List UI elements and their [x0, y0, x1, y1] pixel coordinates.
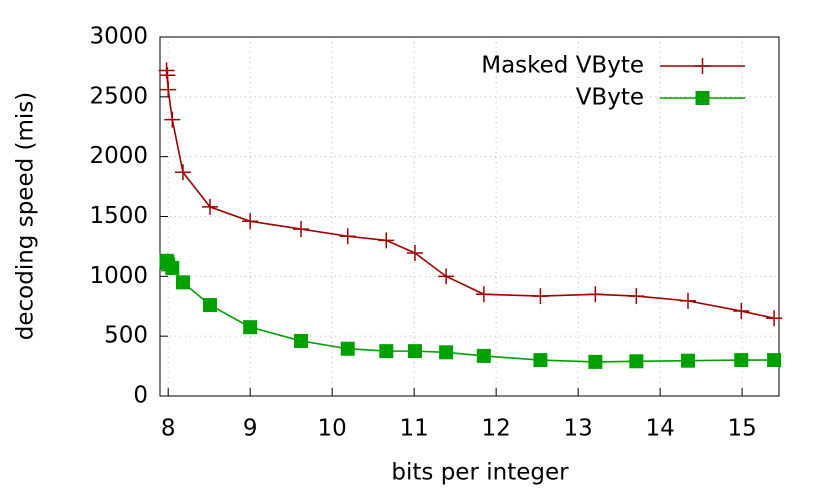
point: [242, 213, 259, 230]
point: [533, 353, 548, 368]
point: [294, 333, 309, 348]
point: [628, 288, 645, 305]
y-tick-label: 1000: [89, 263, 148, 289]
point: [293, 221, 310, 238]
point: [476, 348, 491, 363]
point: [767, 353, 782, 368]
x-tick-label: 15: [727, 416, 756, 442]
x-tick-label: 11: [400, 416, 429, 442]
point: [340, 341, 355, 356]
x-tick-label: 9: [243, 416, 258, 442]
point: [439, 345, 454, 360]
legend-label: VByte: [576, 85, 644, 111]
point: [243, 320, 258, 335]
y-tick-label: 0: [133, 383, 148, 409]
x-tick-label: 8: [161, 416, 176, 442]
point: [165, 260, 180, 275]
y-axis-label: decoding speed (mis): [13, 92, 39, 340]
x-tick-label: 10: [318, 416, 347, 442]
point: [160, 81, 177, 98]
y-tick-label: 1500: [89, 203, 148, 229]
point: [733, 303, 750, 320]
legend-marker: [695, 91, 710, 105]
point: [164, 111, 181, 128]
x-tick-label: 13: [563, 416, 592, 442]
point: [339, 228, 356, 245]
plot-frame: [159, 36, 780, 397]
point: [202, 198, 219, 215]
point: [174, 164, 191, 181]
point: [378, 232, 395, 249]
point: [438, 268, 455, 285]
point: [588, 354, 603, 369]
series-line: [165, 70, 775, 319]
point: [407, 344, 422, 359]
legend-marker: [694, 58, 711, 74]
y-tick-label: 2500: [89, 83, 148, 109]
y-tick-label: 2000: [89, 143, 148, 169]
point: [406, 244, 423, 261]
point: [679, 292, 696, 309]
point: [587, 286, 604, 303]
point: [159, 67, 176, 84]
point: [680, 353, 695, 368]
point: [475, 286, 492, 303]
x-tick-label: 12: [482, 416, 511, 442]
y-tick-label: 3000: [89, 24, 148, 50]
point: [734, 353, 749, 368]
x-axis-label: bits per integer: [391, 460, 569, 486]
point: [766, 310, 783, 327]
point: [175, 275, 190, 290]
legend-label: Masked VByte: [481, 53, 644, 79]
x-tick-label: 14: [645, 416, 674, 442]
point: [532, 288, 549, 305]
y-tick-label: 500: [104, 323, 148, 349]
point: [203, 298, 218, 313]
point: [629, 354, 644, 369]
point: [158, 62, 175, 79]
point: [379, 344, 394, 359]
